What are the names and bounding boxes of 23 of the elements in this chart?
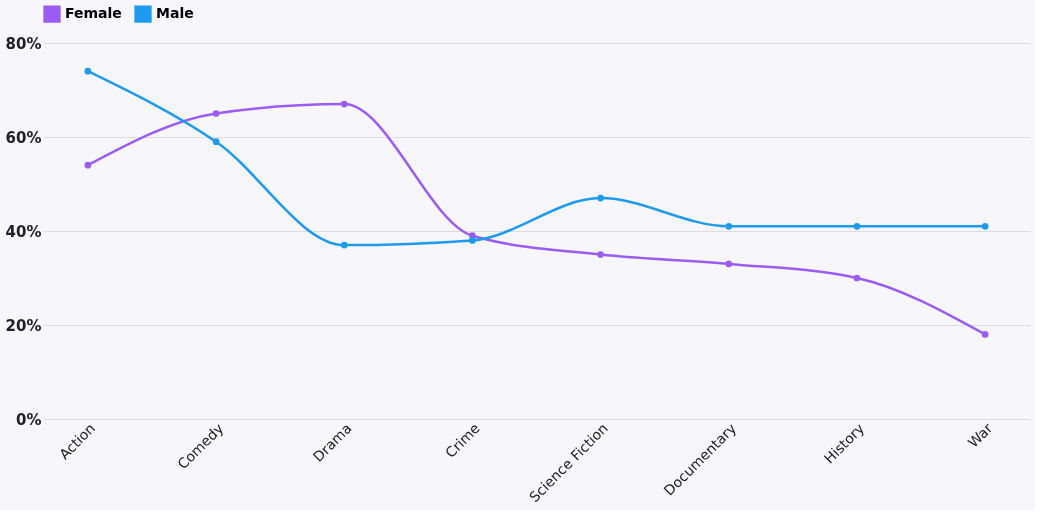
y-tick-label: 40% bbox=[5, 222, 42, 241]
point bbox=[340, 100, 348, 108]
point bbox=[725, 260, 733, 268]
point bbox=[981, 222, 989, 230]
y-tick-label: 80% bbox=[5, 34, 42, 53]
y-tick-label: 20% bbox=[5, 316, 42, 335]
point bbox=[725, 222, 733, 230]
point bbox=[981, 331, 989, 338]
legend-label: Female bbox=[65, 5, 122, 22]
x-tick-label: War bbox=[964, 419, 996, 451]
y-tick-label: 60% bbox=[5, 128, 42, 147]
point bbox=[597, 251, 604, 258]
point bbox=[469, 237, 476, 244]
point bbox=[853, 222, 861, 230]
point bbox=[84, 67, 92, 75]
point bbox=[212, 138, 220, 146]
point bbox=[853, 274, 861, 282]
point bbox=[212, 110, 220, 117]
y-tick-label: 0% bbox=[16, 410, 42, 429]
point bbox=[84, 161, 92, 169]
legend-label: Male bbox=[156, 5, 194, 22]
point bbox=[340, 241, 348, 249]
point bbox=[597, 194, 604, 202]
